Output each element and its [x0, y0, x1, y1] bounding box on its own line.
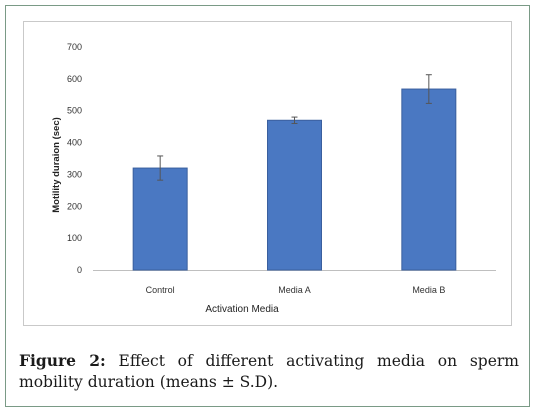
- x-axis-title: Activation Media: [205, 304, 279, 315]
- error-bars-group: [157, 74, 432, 181]
- x-axis: Control Media A Media B: [93, 270, 496, 295]
- y-tick-label: 400: [67, 138, 82, 148]
- y-tick-label: 600: [67, 74, 82, 84]
- bar-chart: 0 100 200 300 400 500 600 700 Control Media A Med…: [51, 42, 496, 315]
- y-tick-label: 100: [67, 233, 82, 243]
- x-tick-label: Control: [146, 285, 175, 295]
- bars-group: [132, 88, 457, 271]
- x-tick-label: Media B: [412, 285, 445, 295]
- y-axis-title: Motility duraion (sec): [51, 117, 62, 213]
- bar-control: [132, 167, 188, 271]
- y-tick-label: 200: [67, 201, 82, 211]
- figure-frame: 0 100 200 300 400 500 600 700 Control Media A Med…: [5, 5, 530, 407]
- y-tick-label: 300: [67, 169, 82, 179]
- x-tick-label: Media A: [278, 285, 311, 295]
- y-tick-label: 500: [67, 106, 82, 116]
- bar-media-a: [267, 119, 322, 271]
- y-axis: 0 100 200 300 400 500 600 700: [67, 42, 82, 275]
- caption-text: Effect of different activating media on …: [19, 352, 519, 391]
- caption-label: Figure 2:: [19, 351, 106, 370]
- y-tick-label: 700: [67, 42, 82, 52]
- y-tick-label: 0: [77, 265, 82, 275]
- bar-media-b: [401, 88, 457, 271]
- figure-caption: Figure 2: Effect of different activating…: [19, 350, 519, 393]
